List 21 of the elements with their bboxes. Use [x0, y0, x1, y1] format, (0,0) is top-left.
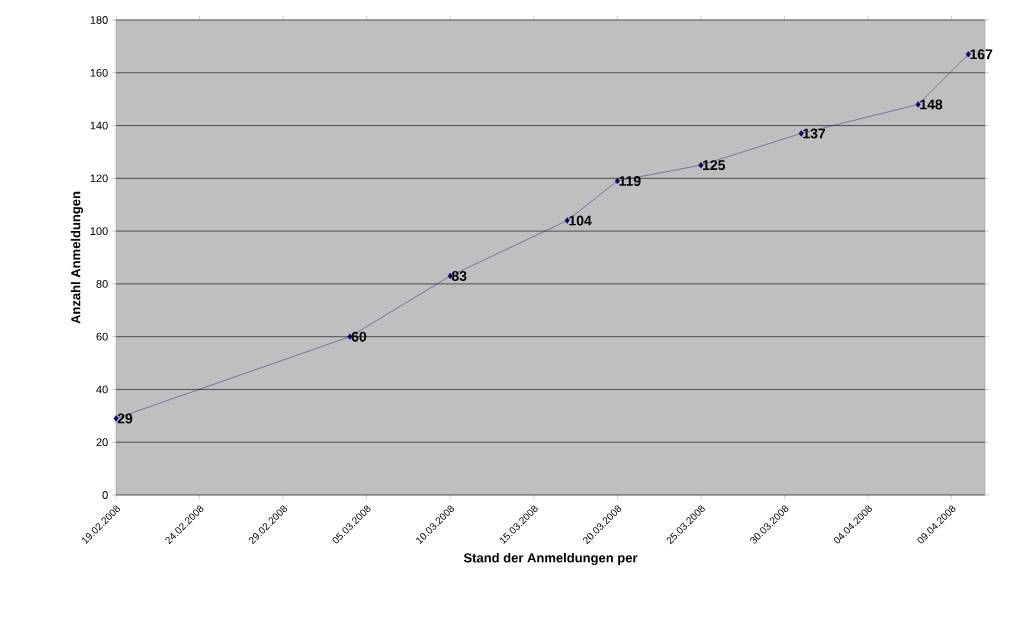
y-axis-title: Anzahl Anmeldungen [70, 191, 83, 324]
data-label: 119 [619, 176, 641, 186]
y-tick-label: 40 [96, 385, 108, 394]
y-tick-label: 140 [90, 121, 108, 130]
y-tick-label: 0 [102, 491, 108, 499]
data-label: 104 [569, 215, 592, 226]
data-label: 83 [451, 270, 467, 281]
data-label: 60 [351, 331, 367, 342]
data-label: 125 [702, 160, 726, 171]
y-tick-label: 20 [96, 438, 108, 447]
y-tick-label: 60 [96, 332, 108, 341]
x-axis-title: Stand der Anmeldungen per [463, 552, 638, 566]
y-tick-label: 160 [90, 68, 108, 77]
y-tick-label: 180 [90, 16, 108, 24]
data-label: 148 [920, 99, 943, 110]
y-tick-label: 100 [90, 227, 108, 235]
y-tick-label: 120 [90, 174, 108, 183]
y-tick-label: 80 [96, 280, 108, 288]
data-label: 137 [803, 128, 826, 139]
data-label: 167 [970, 49, 993, 60]
data-label: 29 [117, 413, 133, 424]
